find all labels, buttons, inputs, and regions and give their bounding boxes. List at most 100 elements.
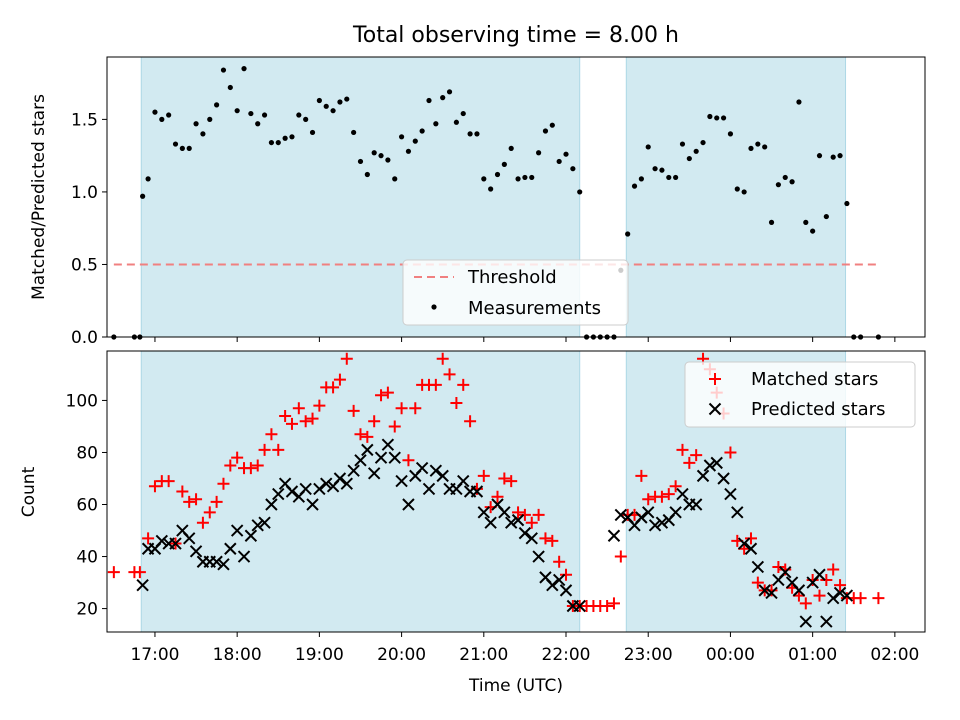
- matched-star-point: [642, 493, 655, 506]
- predicted-star-point: [676, 487, 689, 501]
- predicted-star-point: [669, 506, 682, 519]
- predicted-star-point: [285, 485, 299, 498]
- matched-star-point: [381, 386, 394, 399]
- bottom-y-axis: 20 40 60 80 100: [66, 391, 107, 620]
- predicted-star-point: [511, 513, 525, 527]
- x-tick-label: 01:00: [788, 645, 837, 665]
- predicted-star-point: [744, 542, 758, 555]
- predicted-star-point: [635, 511, 648, 524]
- matched-star-point: [251, 459, 264, 472]
- measurement-point: [419, 128, 425, 134]
- measurement-point: [398, 134, 405, 140]
- matched-star-point: [224, 459, 237, 472]
- measurement-point: [440, 95, 446, 101]
- predicted-star-point: [340, 477, 353, 490]
- measurement-point: [782, 174, 788, 181]
- measurement-point: [775, 182, 781, 188]
- x-tick-label: 19:00: [295, 645, 344, 665]
- measurement-point: [488, 186, 494, 192]
- measurement-point: [666, 174, 672, 181]
- y-tick-label: 1.5: [71, 110, 98, 130]
- measurement-point: [207, 116, 213, 122]
- predicted-star-point: [518, 526, 532, 540]
- predicted-star-point: [525, 532, 538, 545]
- measurement-point: [631, 183, 638, 189]
- measurement-point: [159, 116, 165, 122]
- measurement-point: [768, 219, 775, 225]
- measurement-point: [481, 176, 487, 182]
- predicted-star-point: [388, 451, 401, 464]
- measurement-point: [268, 139, 275, 146]
- measurement-point: [255, 121, 261, 127]
- x-tick-label: 22:00: [542, 645, 591, 665]
- measurement-point: [830, 154, 836, 160]
- bottom-x-axis: 17:00 18:00 19:00 20:00 21:00 22:00 23:00 00:00…: [130, 632, 919, 665]
- predicted-star-point: [169, 537, 182, 550]
- matched-star-point: [560, 568, 573, 581]
- matched-star-point: [607, 597, 620, 610]
- predicted-stars-points: [136, 438, 854, 628]
- matched-star-point: [532, 508, 545, 521]
- matched-star-point: [655, 490, 668, 503]
- predicted-star-point: [217, 558, 230, 571]
- matched-star-point: [450, 397, 463, 410]
- measurement-point: [351, 129, 357, 136]
- x-tick-label: 20:00: [377, 645, 426, 665]
- legend-predicted-label: Predicted stars: [751, 399, 885, 420]
- matched-star-point: [512, 506, 525, 519]
- measurement-point: [378, 153, 384, 159]
- top-legend: Threshold Measurements: [402, 259, 629, 326]
- y-tick-label: 80: [76, 443, 98, 463]
- measurement-point: [433, 121, 439, 127]
- measurement-point: [522, 174, 528, 181]
- x-tick-label: 00:00: [706, 645, 755, 665]
- matched-star-point: [546, 534, 559, 547]
- measurement-point: [220, 67, 227, 73]
- matched-star-point: [457, 378, 470, 391]
- matched-star-point: [820, 573, 833, 586]
- predicted-star-point: [689, 498, 703, 511]
- predicted-star-point: [498, 506, 511, 519]
- matched-star-point: [142, 532, 155, 545]
- x-tick-label: 21:00: [459, 645, 508, 665]
- predicted-star-point: [799, 615, 813, 628]
- matched-star-point: [395, 402, 408, 415]
- predicted-star-point: [272, 487, 285, 501]
- matched-star-point: [409, 402, 422, 415]
- predicted-star-point: [655, 516, 669, 529]
- measurement-point: [796, 99, 802, 105]
- predicted-star-point: [751, 560, 765, 574]
- measurement-point: [474, 131, 480, 137]
- matched-star-point: [133, 566, 146, 579]
- predicted-star-point: [230, 524, 244, 537]
- measurement-point: [227, 84, 233, 91]
- matched-star-point: [676, 443, 689, 456]
- measurement-point: [200, 131, 206, 137]
- predicted-star-point: [299, 482, 312, 496]
- measurement-point: [392, 176, 398, 182]
- measurement-point: [823, 213, 829, 220]
- legend-matched-swatch: [709, 373, 721, 385]
- y-tick-label: 60: [76, 496, 98, 516]
- measurement-point: [707, 113, 713, 120]
- measurement-point: [426, 97, 432, 104]
- matched-star-point: [539, 532, 552, 545]
- measurements-points: [111, 66, 882, 340]
- predicted-star-point: [265, 498, 278, 511]
- predicted-star-point: [648, 519, 662, 532]
- measurement-point: [515, 176, 521, 182]
- predicted-star-point: [758, 584, 771, 597]
- measurement-point: [166, 112, 172, 118]
- predicted-star-point: [422, 482, 436, 496]
- measurement-point: [412, 138, 418, 144]
- x-tick-label: 18:00: [213, 645, 262, 665]
- measurement-point: [323, 103, 329, 109]
- measurement-point: [385, 157, 391, 163]
- measurement-point: [467, 131, 473, 137]
- measurement-point: [172, 141, 179, 147]
- predicted-star-point: [820, 615, 833, 628]
- measurement-point: [748, 145, 754, 151]
- matched-star-point: [306, 412, 319, 425]
- matched-star-point: [217, 477, 230, 490]
- top-x-tick-marks: [154, 337, 896, 342]
